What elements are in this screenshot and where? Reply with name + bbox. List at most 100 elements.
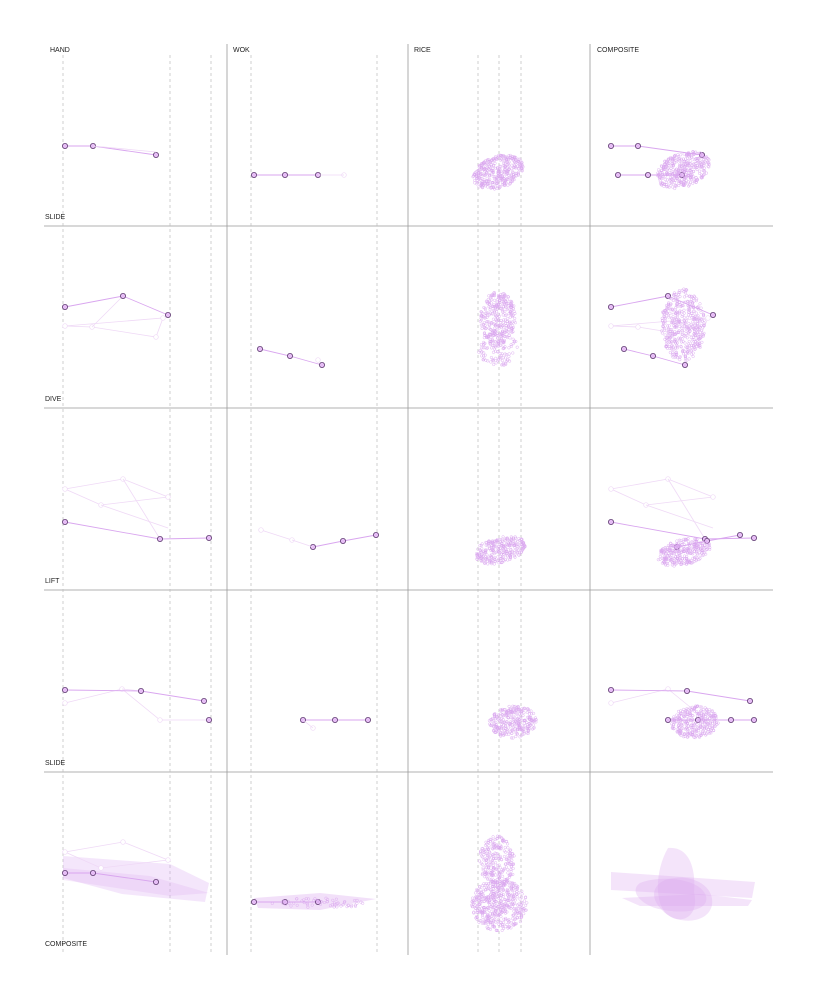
rice-grain — [497, 325, 501, 329]
row-label-dive: DIVE — [45, 396, 62, 403]
rice-grain — [515, 887, 520, 891]
rice-grain — [494, 166, 498, 171]
rice-grain — [672, 176, 676, 180]
rice-grain — [690, 540, 694, 544]
rice-grain — [500, 724, 504, 729]
rice-grain — [491, 169, 495, 173]
rice-grain — [709, 731, 713, 735]
rice-grain — [703, 729, 708, 733]
rice-grain — [492, 322, 496, 326]
rice-grain — [513, 894, 517, 898]
rice-grain — [675, 303, 679, 308]
rice-grain — [497, 922, 501, 926]
rice-grain — [282, 899, 286, 904]
composite-motion-region — [654, 877, 713, 921]
rice-grain — [685, 154, 689, 158]
rice-grain — [509, 710, 513, 714]
rice-grain — [477, 556, 481, 560]
rice-grain — [676, 176, 680, 180]
composite-motion-region — [657, 847, 696, 920]
rice-grain — [480, 921, 484, 925]
rice-grain — [490, 181, 494, 185]
rice-grain — [488, 311, 492, 315]
rice-grain — [491, 886, 495, 891]
rice-grain — [692, 178, 696, 182]
joint-node — [728, 717, 735, 724]
rice-grain — [510, 163, 514, 167]
rice-grain — [698, 705, 702, 709]
rice-grain — [699, 722, 703, 726]
rice-grain — [496, 154, 500, 158]
rice-grain — [515, 706, 519, 710]
rice-grain — [487, 877, 491, 881]
rice-grain — [494, 896, 498, 900]
rice-grain — [680, 540, 684, 545]
ghost-node — [165, 857, 171, 863]
rice-grain — [500, 329, 505, 333]
joint-node — [339, 538, 346, 545]
rice-grain — [668, 556, 672, 560]
rice-grain — [506, 904, 510, 908]
rice-grain — [493, 155, 498, 159]
rice-grain — [692, 153, 696, 157]
rice-grain — [499, 731, 503, 735]
rice-grain — [497, 870, 501, 874]
rice-grain — [486, 320, 491, 324]
rice-grain — [532, 711, 536, 715]
rice-grain — [689, 561, 694, 565]
rice-grain — [510, 327, 514, 331]
rice-grain — [688, 714, 692, 718]
rice-grain — [475, 887, 479, 892]
rice-grain — [698, 316, 702, 320]
rice-grain — [520, 895, 524, 899]
rice-grain — [501, 161, 506, 165]
rice-grain — [490, 329, 495, 333]
rice-grain — [682, 315, 686, 319]
rice-grain — [492, 715, 497, 719]
rice-grain — [515, 545, 519, 549]
composite-dive — [608, 287, 717, 368]
rice-grain — [660, 170, 664, 174]
rice-grain — [701, 333, 705, 337]
rice-grain — [482, 921, 486, 925]
rice-grain — [701, 334, 705, 338]
rice-grain — [471, 896, 475, 900]
rice-grain — [525, 726, 529, 730]
rice-grain — [511, 920, 516, 924]
rice-grain — [487, 305, 491, 309]
rice-grain — [699, 709, 703, 713]
rice-grain — [698, 714, 702, 718]
rice-grain — [505, 335, 509, 339]
rice-grain — [483, 353, 487, 357]
rice-grain — [494, 318, 498, 322]
rice-grain — [703, 160, 707, 164]
rice-grain — [521, 714, 525, 718]
rice-grain — [501, 718, 506, 722]
rice-grain — [479, 162, 484, 166]
rice-grain — [695, 556, 699, 560]
rice-grain — [684, 726, 688, 730]
joint-node — [684, 688, 691, 695]
rice-grain — [497, 550, 501, 554]
rice-grain — [481, 182, 485, 186]
rice-grain — [488, 160, 492, 164]
rice-grain — [509, 302, 513, 307]
rice-grain — [488, 560, 492, 564]
rice-grain — [519, 545, 523, 549]
rice-grain — [501, 309, 505, 313]
rice-grain — [666, 554, 670, 558]
rice-grain — [497, 908, 501, 912]
rice-grain — [513, 311, 517, 316]
rice-grain — [473, 903, 477, 907]
rice-grain — [700, 544, 705, 548]
rice-grain — [490, 717, 494, 722]
rice-grain — [498, 352, 502, 356]
rice-grain — [480, 326, 484, 331]
rice-grain — [662, 309, 666, 313]
rice-grain — [497, 558, 501, 562]
rice-grain — [343, 900, 347, 904]
rice-grain — [677, 172, 681, 176]
joint-node — [62, 303, 69, 310]
ghost-node — [705, 315, 711, 321]
rice-grain — [492, 883, 496, 887]
